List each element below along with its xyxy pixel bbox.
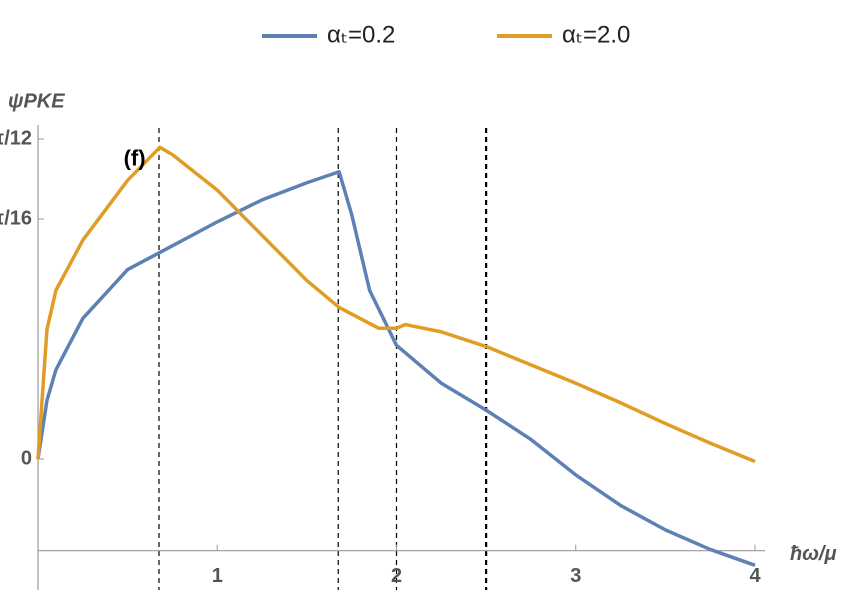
x-tick-label: 1 — [212, 565, 223, 587]
series-line — [36, 170, 756, 567]
legend-label: αₜ=0.2 — [327, 21, 395, 48]
y-tick-label: π/16 — [0, 207, 32, 229]
x-axis-label: ħω/μ — [790, 543, 837, 565]
y-tick-label: π/12 — [0, 127, 32, 149]
x-tick-label: 3 — [570, 565, 581, 587]
x-tick-label: 2 — [391, 565, 402, 587]
y-tick-label: 0 — [21, 447, 32, 469]
series-line — [36, 145, 756, 464]
y-axis-label: ψPKE — [8, 90, 65, 112]
annotation: (f) — [124, 145, 146, 170]
x-tick-label: 4 — [749, 565, 761, 587]
legend-label: αₜ=2.0 — [562, 21, 630, 48]
